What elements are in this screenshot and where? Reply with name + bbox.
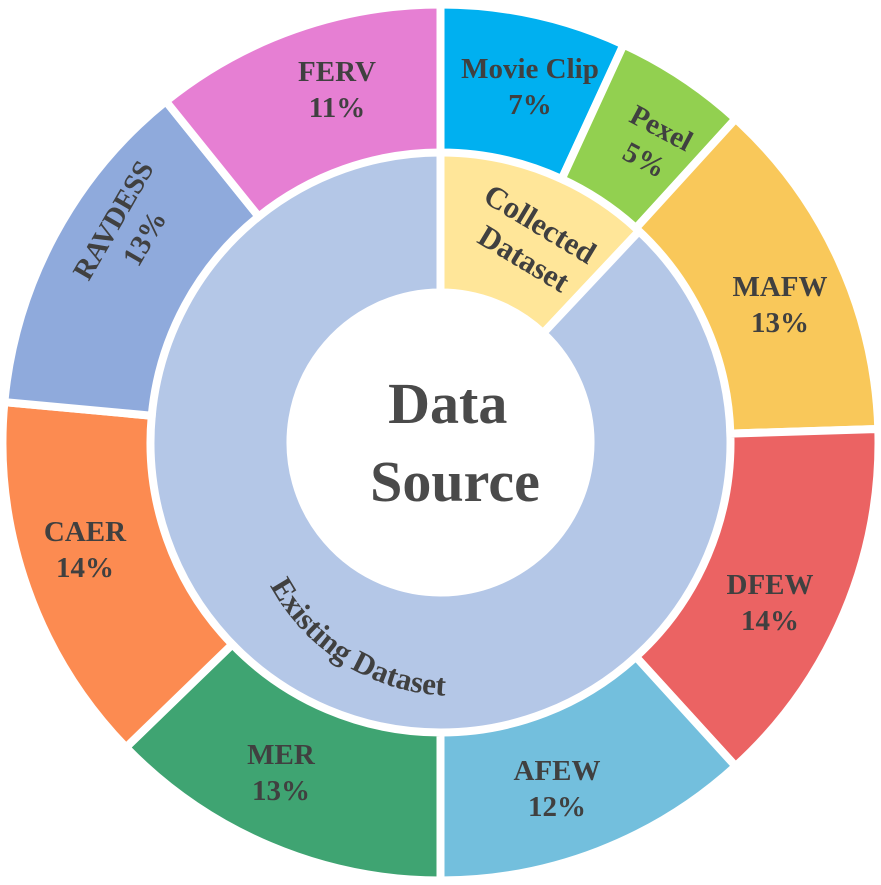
outer-label-name: Movie Clip	[461, 53, 599, 85]
outer-label-percent: 13%	[751, 307, 809, 339]
center-title-line-1: Data	[388, 371, 507, 436]
center-hole	[288, 290, 593, 595]
outer-label-ferv: FERV 11%	[298, 56, 376, 124]
outer-label-percent: 13%	[252, 775, 310, 807]
outer-label-percent: 12%	[528, 791, 586, 823]
outer-label-percent: 7%	[508, 89, 552, 121]
outer-label-movie-clip: Movie Clip 7%	[461, 53, 599, 121]
outer-label-name: MER	[247, 739, 316, 771]
outer-label-afew: AFEW 12%	[514, 755, 601, 823]
outer-label-name: MAFW	[732, 271, 827, 303]
outer-label-dfew: DFEW 14%	[727, 569, 814, 637]
outer-label-name: CAER	[44, 516, 127, 548]
outer-label-mafw: MAFW 13%	[732, 271, 827, 339]
outer-slice-ferv	[160, 0, 445, 223]
center-title: Data Source	[370, 371, 540, 514]
outer-label-percent: 14%	[56, 552, 114, 584]
outer-label-percent: 11%	[309, 92, 365, 124]
center-title-line-2: Source	[370, 449, 540, 514]
outer-label-name: FERV	[298, 56, 376, 88]
outer-label-name: AFEW	[514, 755, 601, 787]
outer-label-mer: MER 13%	[247, 739, 316, 807]
outer-label-percent: 14%	[741, 605, 799, 637]
outer-label-caer: CAER 14%	[44, 516, 127, 584]
outer-label-name: DFEW	[727, 569, 814, 601]
